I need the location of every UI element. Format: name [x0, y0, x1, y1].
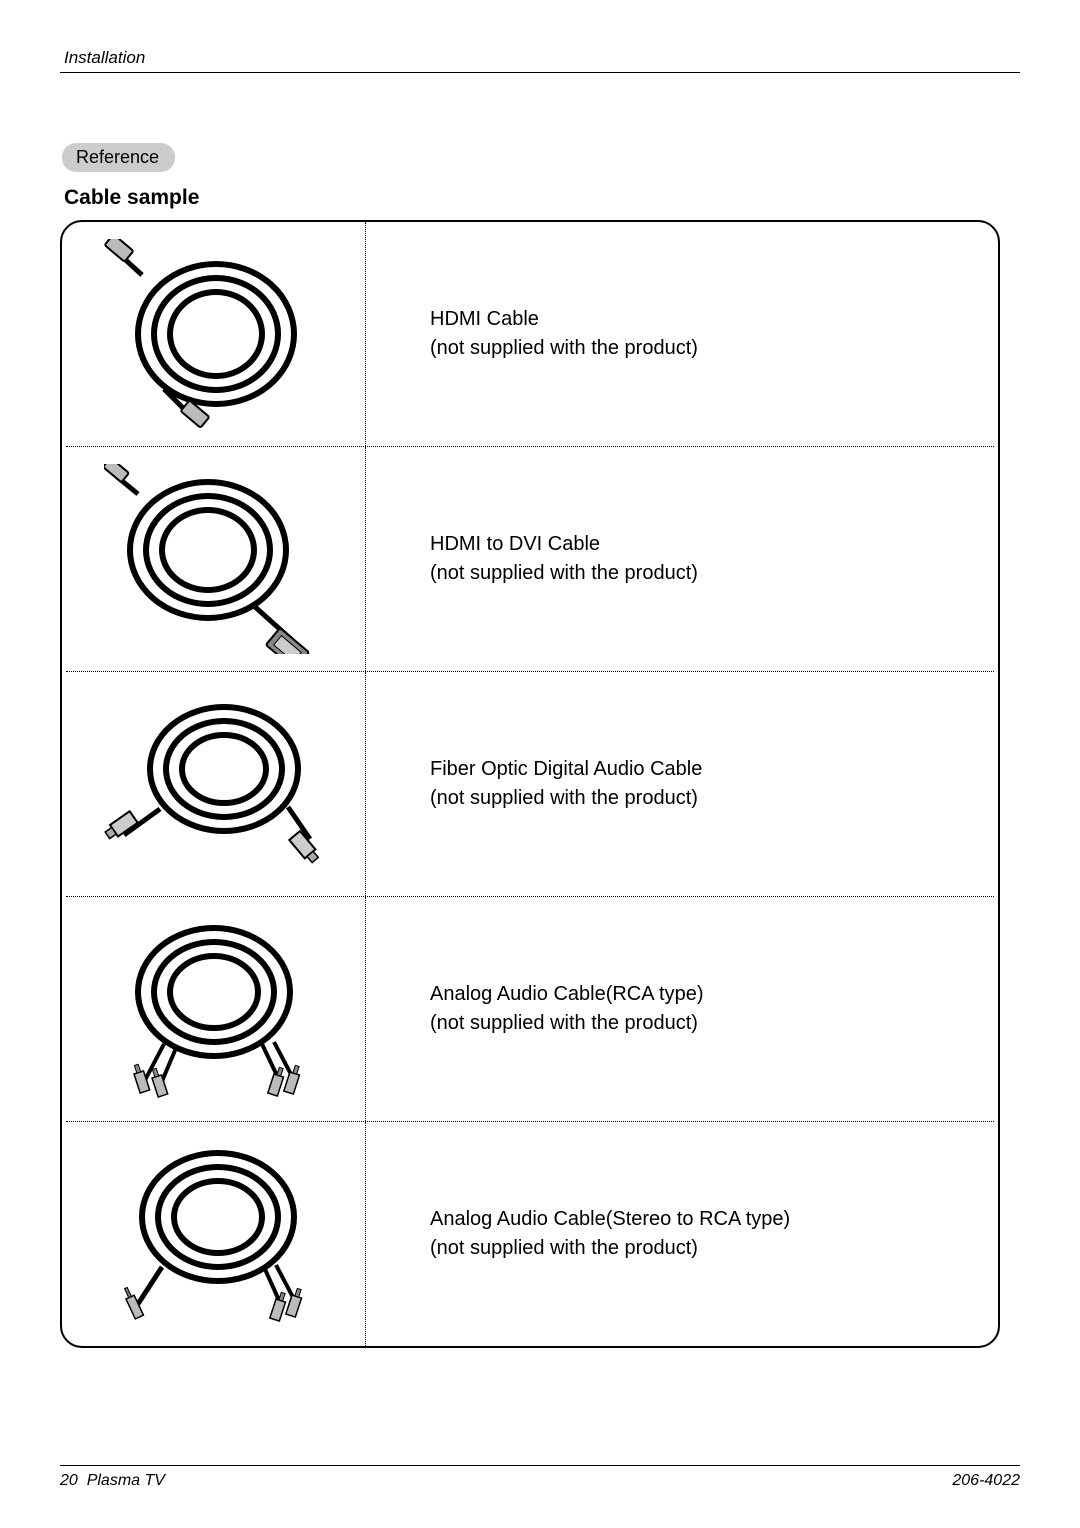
cable-illustration-hdmi-dvi	[62, 447, 366, 671]
header-rule	[60, 72, 1020, 73]
cable-note: (not supplied with the product)	[430, 334, 998, 363]
hdmi-cable-icon	[104, 239, 324, 429]
footer-page-number: 20	[60, 1472, 78, 1489]
hdmi-dvi-cable-icon	[104, 464, 324, 654]
cable-note: (not supplied with the product)	[430, 1009, 998, 1038]
cable-title: Analog Audio Cable(Stereo to RCA type)	[430, 1205, 998, 1234]
footer-right-text: 206-4022	[952, 1472, 1020, 1490]
cable-note: (not supplied with the product)	[430, 559, 998, 588]
cable-title: HDMI Cable	[430, 305, 998, 334]
footer-left-text: Plasma TV	[87, 1472, 165, 1489]
header-section-label: Installation	[64, 48, 1020, 68]
cable-panel: HDMI Cable (not supplied with the produc…	[60, 220, 1000, 1348]
cable-illustration-fiber	[62, 672, 366, 896]
cable-text: HDMI to DVI Cable (not supplied with the…	[366, 530, 998, 588]
section-title: Cable sample	[64, 186, 1020, 210]
footer-left: 20 Plasma TV	[60, 1472, 165, 1490]
fiber-cable-icon	[104, 689, 324, 879]
cable-text: HDMI Cable (not supplied with the produc…	[366, 305, 998, 363]
rca-cable-icon	[104, 914, 324, 1104]
stereo-rca-cable-icon	[104, 1139, 324, 1329]
table-row: HDMI Cable (not supplied with the produc…	[62, 222, 998, 446]
table-row: Fiber Optic Digital Audio Cable (not sup…	[62, 672, 998, 896]
table-row: HDMI to DVI Cable (not supplied with the…	[62, 447, 998, 671]
reference-badge: Reference	[62, 143, 175, 172]
footer-row: 20 Plasma TV 206-4022	[60, 1472, 1020, 1490]
table-row: Analog Audio Cable(RCA type) (not suppli…	[62, 897, 998, 1121]
cable-illustration-hdmi	[62, 222, 366, 446]
footer-rule	[60, 1465, 1020, 1466]
cable-title: HDMI to DVI Cable	[430, 530, 998, 559]
cable-illustration-rca	[62, 897, 366, 1121]
cable-title: Fiber Optic Digital Audio Cable	[430, 755, 998, 784]
table-row: Analog Audio Cable(Stereo to RCA type) (…	[62, 1122, 998, 1346]
cable-text: Analog Audio Cable(RCA type) (not suppli…	[366, 980, 998, 1038]
cable-illustration-stereo-rca	[62, 1122, 366, 1346]
cable-note: (not supplied with the product)	[430, 784, 998, 813]
cable-title: Analog Audio Cable(RCA type)	[430, 980, 998, 1009]
cable-text: Analog Audio Cable(Stereo to RCA type) (…	[366, 1205, 998, 1263]
page-footer: 20 Plasma TV 206-4022	[60, 1465, 1020, 1490]
page: Installation Reference Cable sample	[0, 0, 1080, 1528]
cable-note: (not supplied with the product)	[430, 1234, 998, 1263]
cable-text: Fiber Optic Digital Audio Cable (not sup…	[366, 755, 998, 813]
